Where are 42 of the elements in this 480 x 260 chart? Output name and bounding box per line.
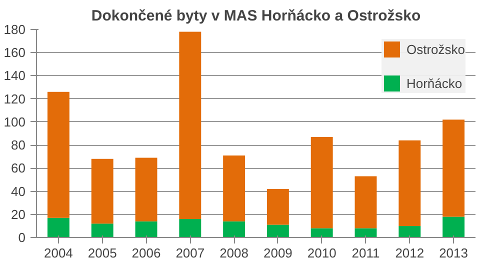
- y-tick-label: 140: [4, 68, 26, 84]
- y-tick-label: 120: [4, 91, 26, 106]
- bar: [398, 226, 421, 238]
- bar: [179, 32, 202, 220]
- x-tick-label: 2010: [307, 246, 336, 260]
- x-tick-label: 2007: [176, 246, 205, 260]
- bar: [135, 158, 158, 222]
- chart-title: Dokončené byty v MAS Horňácko a Ostrožsko: [91, 8, 421, 24]
- y-tick-label: 100: [4, 114, 26, 130]
- x-tick-label: 2004: [44, 246, 73, 260]
- bar: [91, 158, 114, 224]
- x-tick-label: 2005: [88, 246, 117, 260]
- bar: [266, 188, 289, 225]
- bar: [135, 221, 158, 238]
- x-tick-label: 2013: [439, 246, 468, 260]
- x-tick-label: 2008: [220, 246, 249, 260]
- x-tick-label: 2012: [395, 246, 424, 260]
- y-tick-label: 40: [11, 184, 26, 199]
- bar: [223, 155, 246, 222]
- y-tick-label: 0: [18, 230, 26, 245]
- bar: [354, 176, 377, 228]
- bar: [266, 224, 289, 238]
- bar: [398, 140, 421, 226]
- legend-label: Horňácko: [406, 76, 462, 90]
- bar: [47, 92, 70, 218]
- bar: [91, 224, 114, 238]
- x-tick-label: 2011: [352, 246, 380, 260]
- y-tick-label: 80: [11, 138, 26, 153]
- y-tick-label: 20: [11, 206, 26, 222]
- y-tick-label: 60: [11, 160, 26, 176]
- bar: [442, 120, 465, 217]
- bar: [310, 228, 333, 238]
- x-tick-label: 2006: [132, 246, 161, 260]
- bar: [442, 216, 465, 238]
- y-tick-label: 160: [4, 45, 26, 60]
- bar: [179, 219, 202, 238]
- x-tick-label: 2009: [263, 246, 292, 260]
- bar: [310, 136, 333, 228]
- bar: [47, 218, 70, 238]
- bar: [223, 221, 246, 238]
- legend-label: Ostrožsko: [406, 42, 465, 56]
- y-tick-label: 180: [4, 22, 26, 37]
